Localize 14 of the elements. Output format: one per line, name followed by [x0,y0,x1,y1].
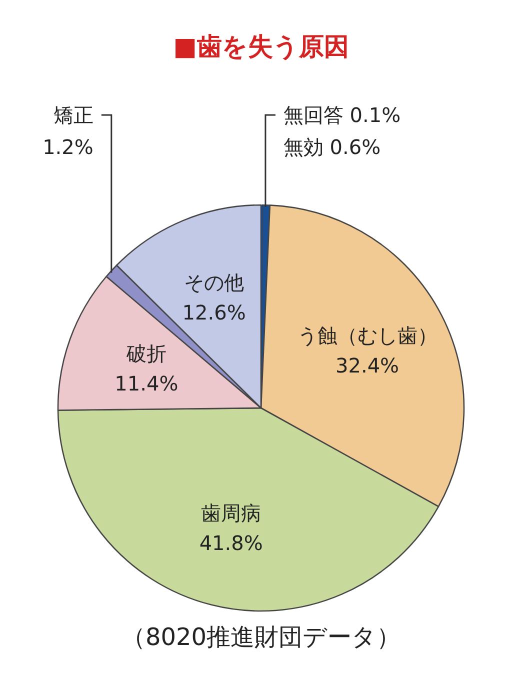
slice-label: 破折 [125,342,166,366]
slice-label: 矯正 [53,103,94,127]
data-label: 32.4% [336,354,400,378]
slice-label: その他 [184,270,244,295]
data-label: 41.8% [199,531,263,556]
data-label: 11.4% [114,372,178,396]
data-label: 12.6% [182,300,246,325]
text: （8020推進財団データ） [121,623,401,651]
slice-label: 無回答 0.1% [283,103,401,127]
chart-title: ■歯を失う原因 [173,32,349,61]
slice-label: う蝕（むし歯） [297,324,438,348]
slice-label: 無効 0.6% [283,135,381,159]
data-label: 1.2% [42,135,94,159]
slice-label: 歯周病 [201,501,262,526]
